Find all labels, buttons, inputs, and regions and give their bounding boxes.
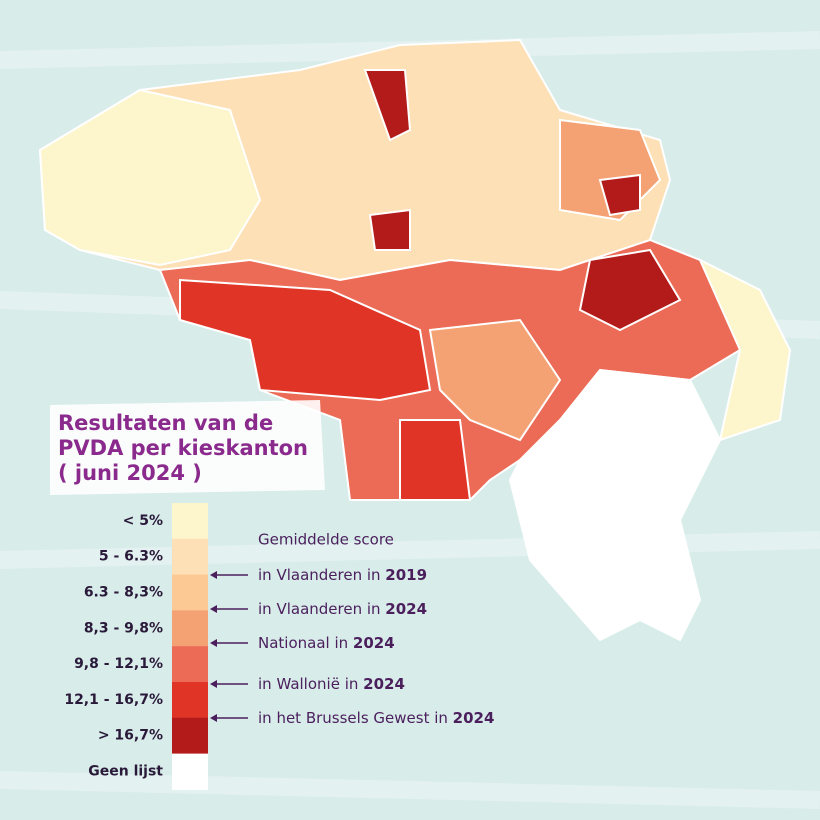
- legend-label: < 5%: [123, 513, 163, 529]
- legend-swatch: [172, 503, 208, 540]
- antwerp: [363, 69, 412, 142]
- annotation: in Wallonië in 2024: [258, 675, 405, 693]
- annotation-text: in Wallonië in: [258, 675, 363, 693]
- arrow-head: [210, 714, 217, 722]
- maasland: [598, 173, 641, 217]
- legend-swatch: [172, 682, 208, 719]
- arrow-head: [210, 639, 217, 647]
- annotation-year: 2024: [353, 634, 395, 652]
- legend-swatch: [172, 717, 208, 755]
- annotation: in Vlaanderen in 2024: [258, 600, 427, 618]
- annotation: in Vlaanderen in 2019: [258, 566, 427, 584]
- legend: < 5% 5 - 6.3% 6.3 - 8,3% 8,3 - 9,8% 9,8 - 12…: [64, 503, 208, 790]
- namur: [428, 318, 562, 442]
- legend-label: 8,3 - 9,8%: [84, 620, 163, 636]
- hainaut: [179, 278, 432, 402]
- title-backdrop: [50, 400, 325, 495]
- luxembourg: [508, 368, 722, 642]
- annotation: Nationaal in 2024: [258, 634, 395, 652]
- title-line: ( juni 2024 ): [58, 461, 202, 485]
- annotation-heading: Gemiddelde score: [258, 531, 394, 549]
- legend-label: 5 - 6.3%: [99, 549, 163, 565]
- brussels: [368, 208, 411, 251]
- title-line: PVDA per kieskanton: [58, 436, 308, 460]
- map: [38, 38, 792, 642]
- arrow-head: [210, 605, 217, 613]
- annotation-year: 2024: [385, 600, 427, 618]
- annotation: in het Brussels Gewest in 2024: [258, 709, 494, 727]
- west-flanders: [38, 88, 262, 267]
- east-cantons: [697, 257, 792, 442]
- annotation-year: 2024: [363, 675, 405, 693]
- legend-label: 6.3 - 8,3%: [84, 585, 163, 601]
- annotation-text: in het Brussels Gewest in: [258, 709, 453, 727]
- legend-label: Geen lijst: [88, 764, 163, 780]
- legend-label: 9,8 - 12,1%: [74, 656, 163, 672]
- annotation-year: 2024: [453, 709, 495, 727]
- south-tip: [399, 419, 472, 501]
- annotation-year: 2019: [385, 566, 427, 584]
- legend-swatch: [172, 538, 208, 576]
- title-line: Resultaten van de: [58, 411, 273, 435]
- annotation-text: Nationaal in: [258, 634, 353, 652]
- liege: [578, 248, 682, 332]
- annotation-text: in Vlaanderen in: [258, 566, 385, 584]
- annotation-text: in Vlaanderen in: [258, 600, 385, 618]
- legend-swatch: [172, 574, 208, 611]
- arrow-head: [210, 680, 217, 688]
- legend-label: > 16,7%: [98, 728, 163, 744]
- legend-swatch: [172, 610, 208, 647]
- arrow-head: [210, 571, 217, 579]
- legend-swatch: [172, 646, 208, 683]
- legend-label: 12,1 - 16,7%: [64, 692, 163, 708]
- legend-swatch: [172, 753, 208, 790]
